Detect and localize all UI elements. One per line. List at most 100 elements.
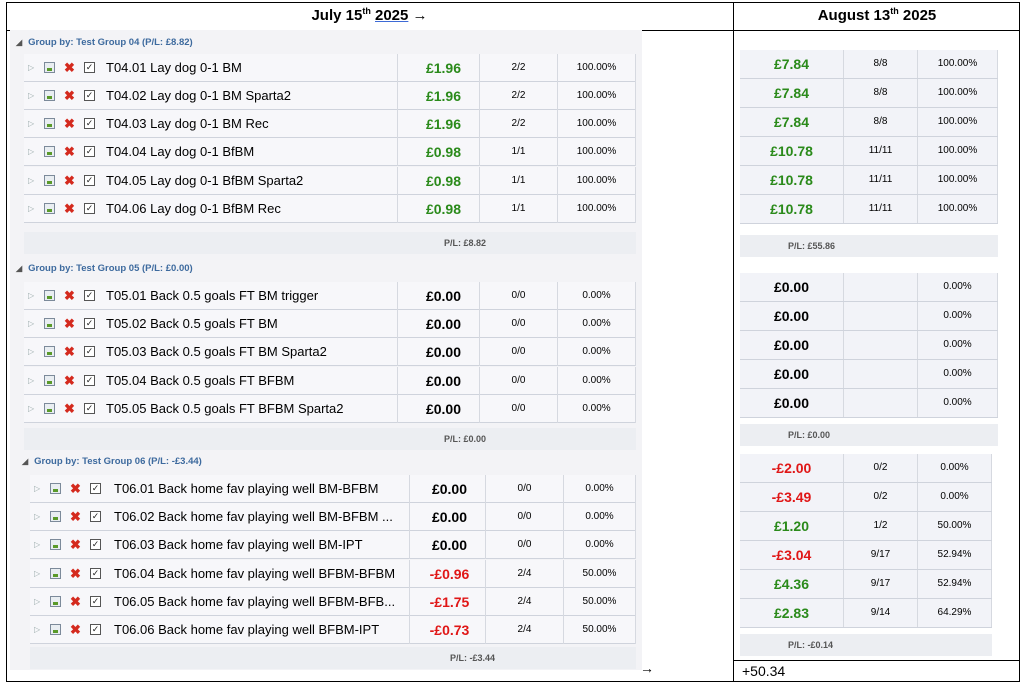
delete-icon[interactable]: ✖ [64, 60, 75, 75]
table-row[interactable]: ▷ ✖ ✓ T06.01 Back home fav playing well BM-… [30, 475, 636, 503]
document-icon[interactable] [44, 146, 55, 157]
win-ratio: 9/17 [844, 570, 918, 598]
document-icon[interactable] [44, 318, 55, 329]
expand-icon[interactable]: ▷ [28, 176, 35, 185]
delete-icon[interactable]: ✖ [70, 622, 81, 637]
delete-icon[interactable]: ✖ [70, 594, 81, 609]
delete-icon[interactable]: ✖ [64, 316, 75, 331]
table-row[interactable]: ▷ ✖ ✓ T05.01 Back 0.5 goals FT BM trigger £0… [24, 282, 636, 310]
checkbox-icon[interactable]: ✓ [90, 539, 101, 550]
document-icon[interactable] [44, 403, 55, 414]
table-row[interactable]: ▷ ✖ ✓ T06.04 Back home fav playing well BFB… [30, 560, 636, 588]
group-header[interactable]: ◢ Group by: Test Group 06 (P/L: -£3.44) [22, 451, 202, 473]
footer-divider [734, 660, 1020, 661]
table-row[interactable]: ▷ ✖ ✓ T05.04 Back 0.5 goals FT BFBM £0.00 0/0… [24, 367, 636, 395]
table-row[interactable]: ▷ ✖ ✓ T05.05 Back 0.5 goals FT BFBM Sparta2… [24, 395, 636, 423]
table-row[interactable]: ▷ ✖ ✓ T06.05 Back home fav playing well BFB… [30, 588, 636, 616]
expand-icon[interactable]: ▷ [34, 512, 41, 521]
document-icon[interactable] [50, 483, 61, 494]
checkbox-icon[interactable]: ✓ [90, 511, 101, 522]
delete-icon[interactable]: ✖ [64, 116, 75, 131]
expand-icon[interactable]: ▷ [34, 540, 41, 549]
expand-icon[interactable]: ▷ [34, 484, 41, 493]
checkbox-icon[interactable]: ✓ [84, 290, 95, 301]
delete-icon[interactable]: ✖ [70, 509, 81, 524]
checkbox-icon[interactable]: ✓ [90, 483, 101, 494]
checkbox-icon[interactable]: ✓ [84, 175, 95, 186]
table-row[interactable]: ▷ ✖ ✓ T05.03 Back 0.5 goals FT BM Sparta2 £0… [24, 338, 636, 366]
collapse-icon[interactable]: ◢ [22, 457, 29, 466]
delete-icon[interactable]: ✖ [64, 373, 75, 388]
win-percent: 0.00% [918, 483, 992, 511]
checkbox-icon[interactable]: ✓ [84, 118, 95, 129]
expand-icon[interactable]: ▷ [28, 204, 35, 213]
expand-icon[interactable]: ▷ [34, 597, 41, 606]
delete-icon[interactable]: ✖ [64, 401, 75, 416]
expand-icon[interactable]: ▷ [28, 119, 35, 128]
collapse-icon[interactable]: ◢ [16, 264, 23, 273]
checkbox-icon[interactable]: ✓ [84, 62, 95, 73]
collapse-icon[interactable]: ◢ [16, 38, 23, 47]
table-row[interactable]: ▷ ✖ ✓ T04.05 Lay dog 0-1 BfBM Sparta2 £0.98 1… [24, 167, 636, 195]
document-icon[interactable] [44, 346, 55, 357]
strategy-name: T05.02 Back 0.5 goals FT BM [102, 310, 398, 338]
delete-icon[interactable]: ✖ [70, 566, 81, 581]
checkbox-icon[interactable]: ✓ [84, 403, 95, 414]
document-icon[interactable] [44, 375, 55, 386]
checkbox-icon[interactable]: ✓ [84, 375, 95, 386]
table-row[interactable]: ▷ ✖ ✓ T06.03 Back home fav playing well BM-… [30, 531, 636, 559]
expand-icon[interactable]: ▷ [34, 625, 41, 634]
checkbox-icon[interactable]: ✓ [90, 624, 101, 635]
table-row[interactable]: ▷ ✖ ✓ T04.02 Lay dog 0-1 BM Sparta2 £1.96 2/2… [24, 82, 636, 110]
document-icon[interactable] [44, 118, 55, 129]
document-icon[interactable] [44, 62, 55, 73]
delete-icon[interactable]: ✖ [64, 288, 75, 303]
group-header[interactable]: ◢ Group by: Test Group 04 (P/L: £8.82) [16, 32, 193, 54]
delete-icon[interactable]: ✖ [64, 201, 75, 216]
expand-icon[interactable]: ▷ [34, 569, 41, 578]
comparison-row: £0.00 0.00% [740, 331, 998, 360]
checkbox-icon[interactable]: ✓ [84, 90, 95, 101]
expand-icon[interactable]: ▷ [28, 347, 35, 356]
checkbox-icon[interactable]: ✓ [84, 318, 95, 329]
group-header[interactable]: ◢ Group by: Test Group 05 (P/L: £0.00) [16, 258, 193, 280]
delete-icon[interactable]: ✖ [64, 88, 75, 103]
document-icon[interactable] [50, 624, 61, 635]
checkbox-icon[interactable]: ✓ [84, 346, 95, 357]
table-row[interactable]: ▷ ✖ ✓ T06.06 Back home fav playing well BFB… [30, 616, 636, 644]
win-ratio: 2/4 [486, 588, 564, 616]
document-icon[interactable] [44, 90, 55, 101]
document-icon[interactable] [44, 175, 55, 186]
expand-icon[interactable]: ▷ [28, 404, 35, 413]
expand-icon[interactable]: ▷ [28, 147, 35, 156]
subtotal-text: P/L: £55.86 [788, 241, 836, 251]
expand-icon[interactable]: ▷ [28, 319, 35, 328]
delete-icon[interactable]: ✖ [64, 144, 75, 159]
checkbox-icon[interactable]: ✓ [84, 146, 95, 157]
table-row[interactable]: ▷ ✖ ✓ T04.01 Lay dog 0-1 BM £1.96 2/2 100.00% [24, 54, 636, 82]
delete-icon[interactable]: ✖ [64, 344, 75, 359]
expand-icon[interactable]: ▷ [28, 376, 35, 385]
document-icon[interactable] [50, 568, 61, 579]
document-icon[interactable] [50, 596, 61, 607]
expand-icon[interactable]: ▷ [28, 91, 35, 100]
win-percent: 100.00% [558, 54, 636, 82]
delete-icon[interactable]: ✖ [70, 537, 81, 552]
delete-icon[interactable]: ✖ [64, 173, 75, 188]
document-icon[interactable] [44, 290, 55, 301]
document-icon[interactable] [50, 539, 61, 550]
table-row[interactable]: ▷ ✖ ✓ T04.06 Lay dog 0-1 BfBM Rec £0.98 1/1 10… [24, 195, 636, 223]
table-row[interactable]: ▷ ✖ ✓ T05.02 Back 0.5 goals FT BM £0.00 0/0 0.… [24, 310, 636, 338]
win-percent: 0.00% [558, 282, 636, 310]
document-icon[interactable] [44, 203, 55, 214]
delete-icon[interactable]: ✖ [70, 481, 81, 496]
checkbox-icon[interactable]: ✓ [84, 203, 95, 214]
table-row[interactable]: ▷ ✖ ✓ T06.02 Back home fav playing well BM-… [30, 503, 636, 531]
document-icon[interactable] [50, 511, 61, 522]
expand-icon[interactable]: ▷ [28, 63, 35, 72]
table-row[interactable]: ▷ ✖ ✓ T04.04 Lay dog 0-1 BfBM £0.98 1/1 100.00… [24, 138, 636, 166]
checkbox-icon[interactable]: ✓ [90, 596, 101, 607]
checkbox-icon[interactable]: ✓ [90, 568, 101, 579]
expand-icon[interactable]: ▷ [28, 291, 35, 300]
table-row[interactable]: ▷ ✖ ✓ T04.03 Lay dog 0-1 BM Rec £1.96 2/2 100.… [24, 110, 636, 138]
